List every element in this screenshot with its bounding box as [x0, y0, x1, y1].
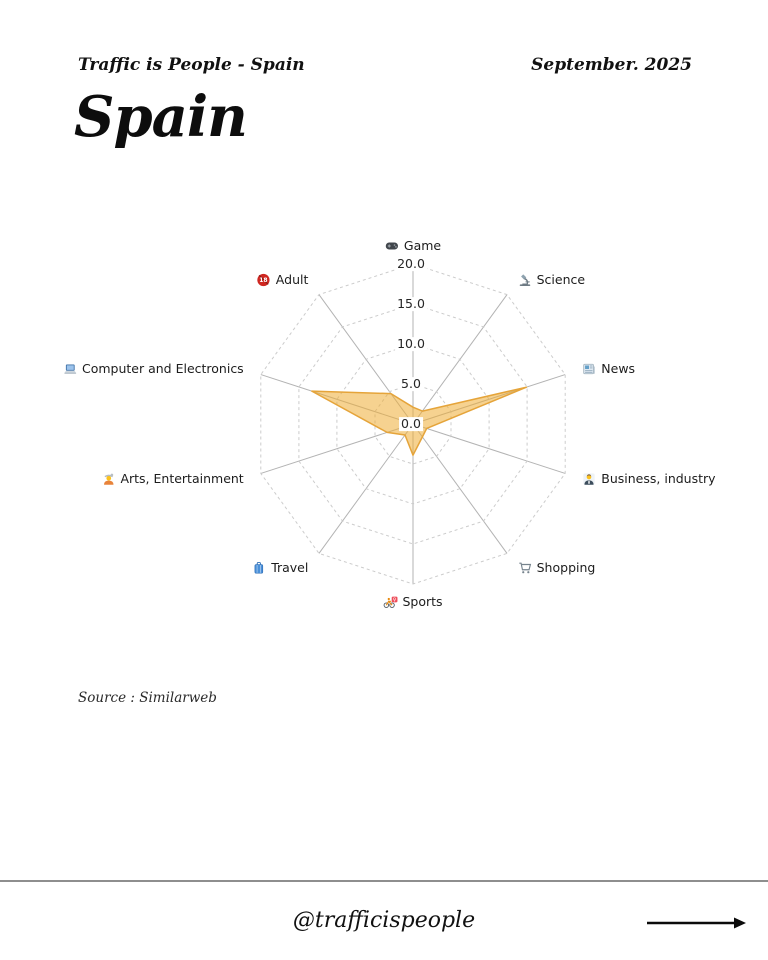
radar-chart: 0.0 5.0 10.0 15.0 20.0 Game Science News Busines… [0, 225, 768, 635]
radar-plot-area [260, 263, 566, 585]
arts-icon [101, 472, 115, 486]
category-label-text: Shopping [536, 559, 596, 575]
radial-tick-label: 15.0 [395, 296, 427, 312]
footer-divider [0, 880, 768, 882]
radial-tick-label: 20.0 [395, 256, 427, 272]
game-icon [385, 239, 399, 253]
page-title: Spain [74, 84, 248, 150]
adult-icon: 18 [257, 273, 271, 287]
right-arrow-icon [646, 915, 748, 935]
computer-icon [63, 362, 77, 376]
category-label-text: Arts, Entertainment [120, 470, 244, 486]
category-label-text: Sports [402, 593, 443, 609]
radial-tick-label: 5.0 [399, 376, 423, 392]
category-label: News [582, 362, 635, 376]
science-icon [518, 273, 532, 287]
category-label: Computer and Electronics [63, 362, 244, 376]
svg-text:18: 18 [260, 277, 268, 284]
category-label-text: Game [403, 237, 442, 253]
category-label: Shopping [518, 559, 596, 575]
category-label-text: Science [536, 271, 586, 287]
category-label: Arts, Entertainment [101, 470, 244, 486]
business-icon [582, 472, 596, 486]
footer-handle: @trafficispeople [292, 908, 476, 933]
svg-text:♀: ♀ [393, 597, 397, 603]
header-date: September. 2025 [531, 55, 692, 75]
category-label: Game [385, 239, 441, 253]
category-label: Travel [252, 561, 308, 575]
category-label: ♀ Sports [383, 593, 443, 609]
category-label: Business, industry [582, 470, 716, 486]
radial-tick-label: 10.0 [395, 336, 427, 352]
source-note: Source : Similarweb [78, 690, 217, 706]
category-label: Science [518, 273, 585, 287]
travel-icon [252, 561, 266, 575]
category-label-text: News [601, 360, 636, 376]
category-label: 18 Adult [257, 271, 309, 287]
category-label-text: Travel [271, 559, 309, 575]
category-label-text: Adult [275, 271, 309, 287]
sports-icon: ♀ [383, 595, 398, 609]
category-label-text: Computer and Electronics [81, 360, 244, 376]
news-icon [582, 362, 596, 376]
shopping-icon [518, 561, 532, 575]
category-label-text: Business, industry [601, 470, 716, 486]
radial-tick-label: 0.0 [399, 416, 423, 432]
header-left-title: Traffic is People - Spain [78, 55, 305, 75]
